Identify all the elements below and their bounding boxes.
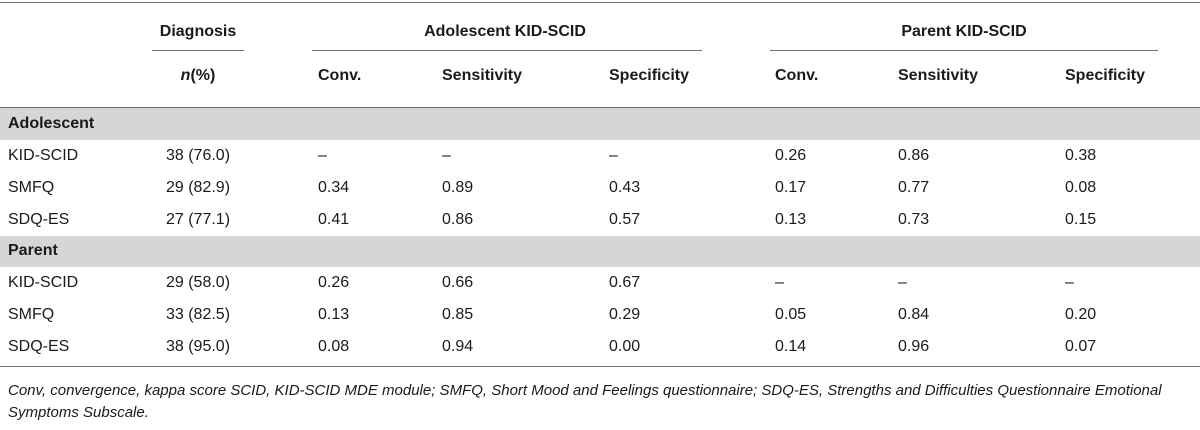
row-adolescent-conv: 0.08: [318, 338, 350, 355]
row-adolescent-specificity: 0.57: [609, 211, 641, 228]
row-adolescent-specificity: 0.43: [609, 179, 641, 196]
row-parent-conv: 0.17: [775, 179, 807, 196]
section-band-adolescent: [0, 108, 1200, 140]
section-title-adolescent: Adolescent: [8, 115, 95, 132]
row-label: KID-SCID: [8, 147, 79, 164]
row-adolescent-specificity: 0.29: [609, 306, 641, 323]
row-n: 29 (58.0): [165, 274, 231, 291]
row-n: 29 (82.9): [165, 179, 231, 196]
row-n: 38 (76.0): [165, 147, 231, 164]
row-parent-sensitivity: 0.96: [898, 338, 930, 355]
row-adolescent-conv: 0.26: [318, 274, 350, 291]
row-parent-sensitivity: 0.73: [898, 211, 930, 228]
header-parent-conv: Conv.: [775, 67, 819, 84]
row-parent-specificity: 0.07: [1065, 338, 1097, 355]
adolescent-underline: [312, 50, 702, 51]
row-adolescent-conv: 0.13: [318, 306, 350, 323]
row-parent-conv: 0.26: [775, 147, 807, 164]
row-adolescent-sensitivity: 0.89: [442, 179, 474, 196]
header-adolescent-specificity: Specificity: [609, 67, 690, 84]
row-parent-specificity: –: [1065, 274, 1074, 291]
table-bottom-rule: [0, 366, 1200, 367]
header-adolescent-conv: Conv.: [318, 67, 362, 84]
table-top-rule: [0, 2, 1200, 3]
row-parent-conv: 0.13: [775, 211, 807, 228]
row-label: SMFQ: [8, 306, 55, 323]
row-adolescent-conv: 0.41: [318, 211, 350, 228]
header-diagnosis: Diagnosis: [159, 23, 237, 40]
row-parent-sensitivity: 0.77: [898, 179, 930, 196]
row-adolescent-conv: 0.34: [318, 179, 350, 196]
row-adolescent-sensitivity: –: [442, 147, 451, 164]
header-n-italic: n: [180, 67, 191, 84]
header-parent-specificity: Specificity: [1065, 67, 1146, 84]
section-title-parent: Parent: [8, 242, 58, 259]
row-parent-conv: 0.05: [775, 306, 807, 323]
row-n: 38 (95.0): [165, 338, 231, 355]
row-parent-sensitivity: 0.86: [898, 147, 930, 164]
row-parent-sensitivity: –: [898, 274, 907, 291]
row-parent-specificity: 0.38: [1065, 147, 1097, 164]
table-footnote: Conv, convergence, kappa score SCID, KID…: [8, 382, 1162, 421]
row-adolescent-sensitivity: 0.86: [442, 211, 474, 228]
row-parent-specificity: 0.15: [1065, 211, 1097, 228]
row-parent-conv: 0.14: [775, 338, 807, 355]
header-parent-kidscid: Parent KID-SCID: [901, 23, 1027, 40]
row-adolescent-specificity: 0.00: [609, 338, 641, 355]
row-adolescent-sensitivity: 0.66: [442, 274, 474, 291]
row-parent-specificity: 0.20: [1065, 306, 1097, 323]
row-parent-specificity: 0.08: [1065, 179, 1097, 196]
section-band-parent: [0, 236, 1200, 267]
row-label: KID-SCID: [8, 274, 79, 291]
row-label: SMFQ: [8, 179, 55, 196]
row-adolescent-sensitivity: 0.85: [442, 306, 474, 323]
row-n: 33 (82.5): [165, 306, 231, 323]
header-n-rest: (%): [190, 67, 216, 84]
row-adolescent-specificity: 0.67: [609, 274, 641, 291]
row-parent-sensitivity: 0.84: [898, 306, 930, 323]
row-adolescent-conv: –: [318, 147, 327, 164]
header-bottom-rule: [0, 107, 1200, 108]
header-adolescent-sensitivity: Sensitivity: [442, 67, 523, 84]
row-parent-conv: –: [775, 274, 784, 291]
row-adolescent-specificity: –: [609, 147, 618, 164]
header-n-percent: n(%): [181, 66, 216, 86]
row-label: SDQ-ES: [8, 211, 70, 228]
header-parent-sensitivity: Sensitivity: [898, 67, 979, 84]
diagnosis-underline: [152, 50, 244, 51]
header-adolescent-kidscid: Adolescent KID-SCID: [424, 23, 586, 40]
parent-underline: [770, 50, 1158, 51]
row-n: 27 (77.1): [165, 211, 231, 228]
row-adolescent-sensitivity: 0.94: [442, 338, 474, 355]
row-label: SDQ-ES: [8, 338, 70, 355]
